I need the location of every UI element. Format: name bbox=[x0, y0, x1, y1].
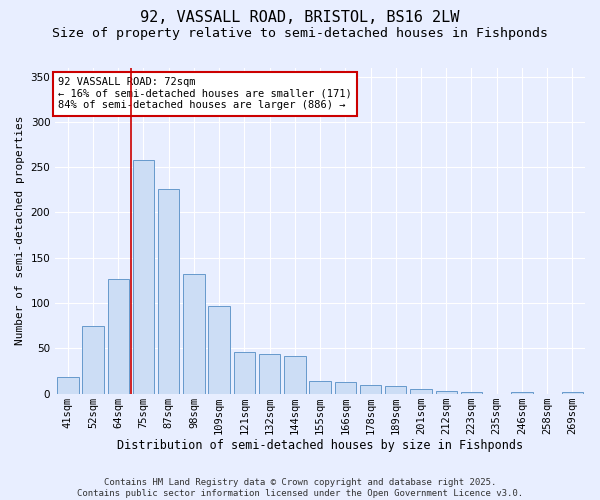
Text: 92, VASSALL ROAD, BRISTOL, BS16 2LW: 92, VASSALL ROAD, BRISTOL, BS16 2LW bbox=[140, 10, 460, 25]
Bar bbox=[233, 352, 255, 394]
Bar bbox=[82, 326, 104, 394]
Bar bbox=[259, 354, 280, 394]
Bar bbox=[461, 392, 482, 394]
Bar bbox=[57, 378, 79, 394]
Bar bbox=[410, 389, 432, 394]
Bar bbox=[107, 278, 129, 394]
Bar bbox=[562, 392, 583, 394]
Bar bbox=[183, 274, 205, 394]
Bar bbox=[284, 356, 305, 394]
Text: 92 VASSALL ROAD: 72sqm
← 16% of semi-detached houses are smaller (171)
84% of se: 92 VASSALL ROAD: 72sqm ← 16% of semi-det… bbox=[58, 78, 352, 110]
Bar bbox=[310, 381, 331, 394]
Bar bbox=[436, 391, 457, 394]
Bar bbox=[133, 160, 154, 394]
X-axis label: Distribution of semi-detached houses by size in Fishponds: Distribution of semi-detached houses by … bbox=[117, 440, 523, 452]
Y-axis label: Number of semi-detached properties: Number of semi-detached properties bbox=[15, 116, 25, 346]
Bar bbox=[158, 189, 179, 394]
Text: Contains HM Land Registry data © Crown copyright and database right 2025.
Contai: Contains HM Land Registry data © Crown c… bbox=[77, 478, 523, 498]
Text: Size of property relative to semi-detached houses in Fishponds: Size of property relative to semi-detach… bbox=[52, 28, 548, 40]
Bar bbox=[360, 384, 381, 394]
Bar bbox=[385, 386, 406, 394]
Bar bbox=[335, 382, 356, 394]
Bar bbox=[511, 392, 533, 394]
Bar bbox=[208, 306, 230, 394]
